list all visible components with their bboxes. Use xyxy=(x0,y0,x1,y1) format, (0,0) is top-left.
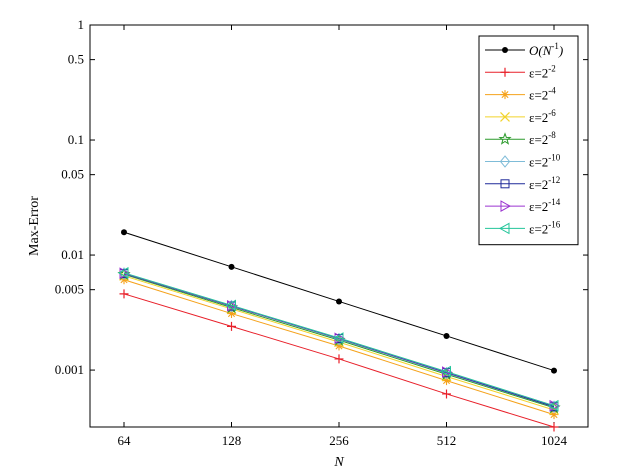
legend-entry: ε=2-6 xyxy=(485,108,556,125)
series xyxy=(119,289,559,432)
series-line xyxy=(123,272,555,407)
data-point xyxy=(121,229,127,236)
data-point xyxy=(502,47,508,53)
data-point xyxy=(500,90,510,100)
data-point xyxy=(547,399,559,412)
data-point xyxy=(549,422,559,432)
legend-entry: ε=2-14 xyxy=(485,197,561,214)
data-point xyxy=(117,267,129,279)
y-tick-label: 0.5 xyxy=(68,52,84,67)
data-point xyxy=(500,200,512,212)
series xyxy=(117,267,559,412)
y-tick-label: 0.001 xyxy=(55,362,84,377)
legend-entry: O(N-1) xyxy=(485,41,563,58)
data-point xyxy=(551,367,557,374)
legend-entry: ε=2-4 xyxy=(485,86,556,103)
data-point xyxy=(498,222,510,235)
x-tick-label: 64 xyxy=(118,433,132,448)
data-point xyxy=(227,321,236,331)
data-point xyxy=(440,365,451,378)
legend-entry: ε=2-2 xyxy=(485,63,556,80)
data-point xyxy=(549,410,559,420)
legend-entry: ε=2-16 xyxy=(485,219,561,236)
x-axis-title: N xyxy=(333,455,344,470)
data-point xyxy=(442,389,451,399)
x-tick-label: 1024 xyxy=(541,433,568,448)
data-point xyxy=(334,341,344,351)
data-point xyxy=(442,376,451,386)
data-point xyxy=(227,309,236,319)
series xyxy=(121,229,557,374)
legend-label: ε=2-8 xyxy=(529,130,556,147)
legend-label: ε=2-16 xyxy=(529,219,561,236)
legend-label: ε=2-10 xyxy=(529,153,561,170)
y-tick-label: 0.05 xyxy=(61,167,84,182)
legend-label: ε=2-4 xyxy=(529,86,556,103)
legend-label: ε=2-6 xyxy=(529,108,556,125)
y-tick-label: 0.1 xyxy=(68,132,84,147)
legend-box xyxy=(478,35,579,246)
x-tick-label: 256 xyxy=(329,433,349,448)
series xyxy=(119,275,559,420)
data-point xyxy=(499,155,511,168)
legend-label: O(N-1) xyxy=(529,41,563,58)
y-tick-label: 0.01 xyxy=(61,247,84,262)
y-axis-title: Max-Error xyxy=(27,196,42,256)
data-point xyxy=(500,179,510,189)
data-point xyxy=(443,332,450,339)
data-point xyxy=(119,289,129,299)
data-point xyxy=(332,332,344,344)
series-line xyxy=(123,273,555,409)
legend-label: ε=2-12 xyxy=(529,175,560,192)
legend-entry: ε=2-12 xyxy=(485,175,560,192)
data-point xyxy=(225,299,236,312)
x-tick-label: 512 xyxy=(437,433,457,448)
data-point xyxy=(498,132,512,145)
data-point xyxy=(336,298,342,305)
data-point xyxy=(228,263,235,270)
y-tick-label: 1 xyxy=(78,17,85,32)
legend: O(N-1) ε=2-2 ε=2-4 ε=2-6 ε=2-8 ε=2-10 ε=2-12 ε=… xyxy=(478,35,579,246)
x-tick-label: 128 xyxy=(222,433,242,448)
y-tick-label: 0.005 xyxy=(55,282,84,297)
legend-entry: ε=2-8 xyxy=(485,130,556,147)
legend-entry: ε=2-10 xyxy=(485,153,561,170)
data-point xyxy=(500,111,510,122)
legend-label: ε=2-14 xyxy=(529,197,561,214)
data-point xyxy=(334,354,344,364)
legend-label: ε=2-2 xyxy=(529,63,556,80)
axis-ticks: 64 128 256 512 1024 0.001 0.005 0.01 0.05 0.1 0.5 1 xyxy=(55,17,588,448)
series-layer xyxy=(117,229,561,432)
data-point xyxy=(500,67,510,77)
